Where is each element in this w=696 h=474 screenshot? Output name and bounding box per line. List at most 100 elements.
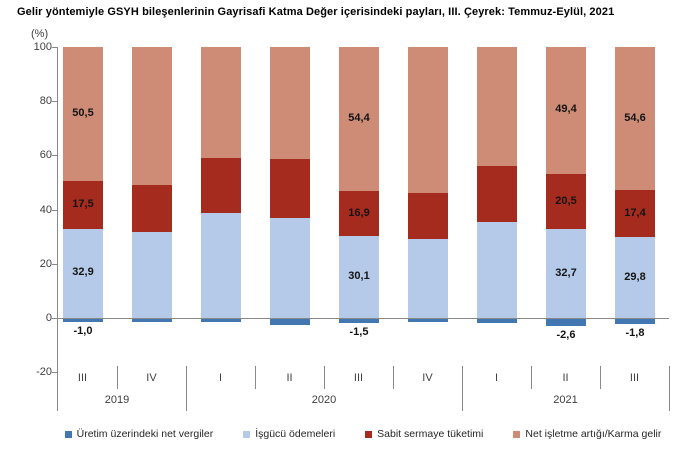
x-quarter-label: III — [629, 372, 640, 384]
bar-value-label: 29,8 — [624, 270, 646, 283]
bar-segment-net-isletme-artigi — [615, 47, 655, 191]
bar-negative-label: -1,5 — [349, 326, 369, 339]
bar-segment-isgucu-odemeleri — [546, 229, 586, 318]
bar-segment-isgucu-odemeleri — [63, 228, 103, 318]
bar-segment-net-isletme-artigi — [270, 47, 310, 160]
y-tick-label: 0 — [45, 312, 52, 324]
bar-negative-label: -1,0 — [73, 324, 93, 337]
category-separator — [600, 366, 601, 389]
legend-swatch-sabit-sermaye-tuketimi — [365, 430, 373, 438]
bar-segment-isgucu-odemeleri — [270, 218, 310, 318]
x-axis-line — [57, 318, 669, 319]
legend-item: Net işletme artığı/Karma gelir — [513, 428, 661, 440]
bar-segment-sabit-sermaye-tuketimi — [270, 159, 310, 219]
bar-segment-sabit-sermaye-tuketimi — [477, 165, 517, 222]
bar-segment-sabit-sermaye-tuketimi — [132, 184, 172, 233]
y-tick-label: 80 — [39, 95, 52, 108]
bar-segment-sabit-sermaye-tuketimi — [339, 190, 379, 237]
bar-value-label: 49,4 — [555, 103, 577, 116]
legend-item: Sabit sermaye tüketimi — [365, 428, 483, 440]
legend-swatch-isgucu-odemeleri — [243, 430, 251, 438]
bar-segment-isgucu-odemeleri — [615, 237, 655, 318]
category-separator — [117, 366, 118, 389]
y-axis-line — [57, 47, 58, 411]
bar-value-label: 30,1 — [348, 270, 370, 283]
legend-item: Üretim üzerindeki net vergiler — [64, 428, 214, 440]
bar-value-label: 54,6 — [624, 111, 646, 124]
bar-segment-net-isletme-artigi — [63, 47, 103, 182]
y-tick-mark — [52, 101, 57, 103]
bar-segment-net-isletme-artigi — [546, 47, 586, 174]
bar-segment-sabit-sermaye-tuketimi — [63, 181, 103, 229]
bar-segment-net-vergiler — [339, 319, 379, 324]
bar-value-label: 32,9 — [72, 266, 94, 279]
bar-value-label: 20,5 — [555, 194, 577, 207]
y-tick-mark — [52, 263, 57, 265]
x-quarter-label: II — [562, 372, 569, 384]
y-tick-mark — [52, 155, 57, 157]
category-separator — [531, 366, 532, 389]
legend: Üretim üzerindeki net vergiler İşgücü öde… — [57, 428, 669, 440]
bar-value-label: 16,9 — [348, 206, 370, 219]
x-quarter-label: I — [218, 372, 223, 384]
bar-segment-net-vergiler — [201, 319, 241, 323]
category-separator — [186, 366, 187, 411]
bar-value-label: 50,5 — [72, 107, 94, 120]
bar-segment-net-isletme-artigi — [339, 47, 379, 191]
x-quarter-label: IV — [146, 372, 157, 384]
x-quarter-label: II — [286, 372, 293, 384]
bar-value-label: 17,5 — [72, 198, 94, 211]
legend-swatch-net-vergiler — [64, 430, 72, 438]
legend-swatch-net-isletme-artigi — [513, 430, 521, 438]
legend-label: Sabit sermaye tüketimi — [377, 428, 484, 440]
x-quarter-label: III — [353, 372, 364, 384]
bar-segment-net-isletme-artigi — [201, 47, 241, 159]
bar-segment-isgucu-odemeleri — [201, 213, 241, 318]
y-tick-label: 40 — [39, 203, 52, 216]
category-separator — [462, 366, 463, 411]
x-year-label: 2020 — [311, 394, 337, 406]
bar-value-label: 32,7 — [555, 266, 577, 279]
bar-segment-isgucu-odemeleri — [408, 239, 448, 318]
x-quarter-label: III — [77, 372, 88, 384]
category-separator — [324, 366, 325, 389]
x-quarter-label: IV — [422, 372, 433, 384]
y-tick-mark — [52, 47, 57, 48]
y-axis-unit-label: (%) — [31, 28, 49, 40]
x-quarter-label: I — [494, 372, 499, 384]
category-separator — [393, 366, 394, 389]
bar-value-label: 54,4 — [348, 111, 370, 124]
bar-negative-label: -1,8 — [625, 326, 645, 339]
bar-segment-isgucu-odemeleri — [132, 232, 172, 318]
legend-label: Üretim üzerindeki net vergiler — [76, 428, 214, 440]
bar-segment-isgucu-odemeleri — [477, 221, 517, 318]
x-year-label: 2021 — [553, 394, 578, 406]
category-separator — [255, 366, 256, 389]
bar-value-label: 17,4 — [624, 206, 646, 219]
bar-segment-net-isletme-artigi — [408, 47, 448, 193]
bar-segment-net-isletme-artigi — [477, 47, 517, 166]
y-tick-mark — [52, 209, 57, 211]
y-tick-label: -20 — [36, 366, 52, 379]
y-tick-label: 100 — [33, 41, 52, 53]
bar-segment-net-vergiler — [270, 319, 310, 325]
bar-segment-net-vergiler — [477, 319, 517, 324]
bar-segment-net-vergiler — [546, 319, 586, 327]
bar-segment-sabit-sermaye-tuketimi — [546, 173, 586, 230]
bar-segment-net-vergiler — [63, 319, 103, 322]
bar-segment-net-vergiler — [408, 319, 448, 323]
x-year-label: 2019 — [104, 394, 130, 406]
y-tick-mark — [52, 318, 57, 319]
bar-segment-net-vergiler — [132, 319, 172, 322]
bar-negative-label: -2,6 — [556, 329, 576, 342]
y-tick-mark — [52, 372, 57, 374]
chart-title: Gelir yöntemiyle GSYH bileşenlerinin Gay… — [17, 6, 615, 18]
legend-label: İşgücü ödemeleri — [255, 428, 336, 440]
bar-segment-net-isletme-artigi — [132, 47, 172, 185]
bar-segment-isgucu-odemeleri — [339, 236, 379, 318]
bar-segment-net-vergiler — [615, 319, 655, 324]
bar-segment-sabit-sermaye-tuketimi — [615, 190, 655, 238]
legend-item: İşgücü ödemeleri — [243, 428, 335, 440]
